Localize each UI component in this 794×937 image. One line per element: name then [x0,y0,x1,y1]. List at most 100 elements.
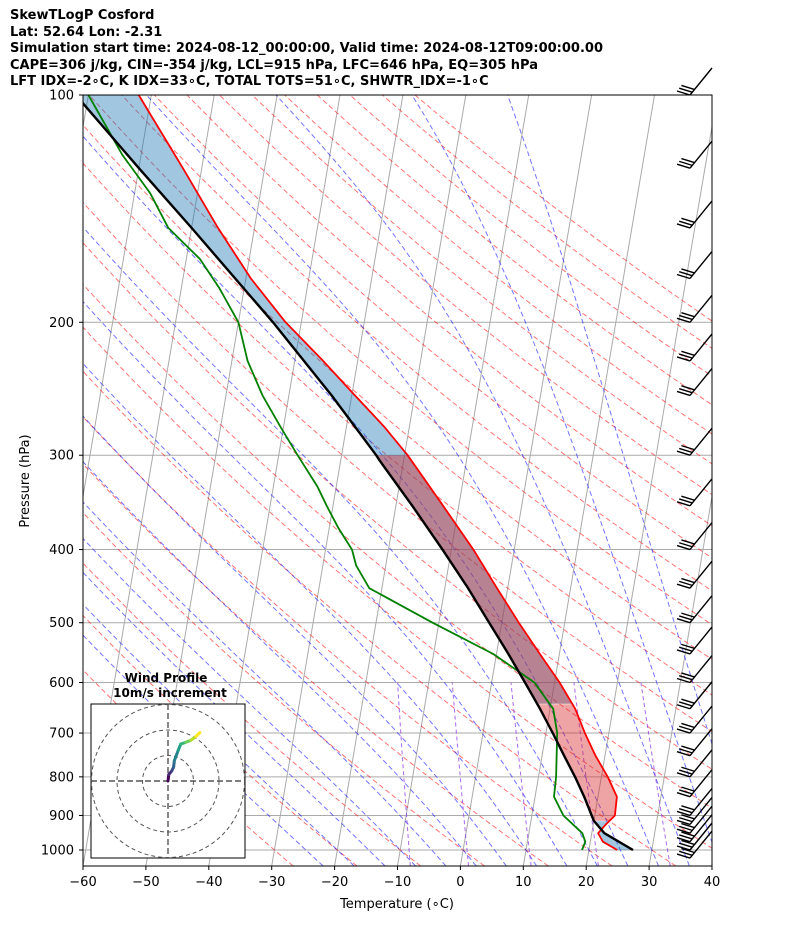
dry-adiabat [83,562,422,866]
x-tick-label: 0 [456,875,464,890]
wind-barb [676,805,713,834]
isotherm-line [83,95,152,500]
moist-adiabat [83,415,507,866]
chart-header: SkewTLogP Cosford Lat: 52.64 Lon: -2.31 … [10,8,603,91]
moist-adiabat [83,537,416,866]
mixing-ratio-line [573,682,599,866]
moist-adiabat [83,300,568,866]
wind-barb [676,830,713,859]
cape-area [83,95,573,704]
cin-area [537,704,617,821]
x-tick-label: −40 [195,875,222,890]
dry-adiabat [83,370,677,866]
wind-barb [676,728,713,757]
dry-adiabat [83,614,358,866]
isotherm-line [334,95,467,866]
y-tick-label: 600 [49,676,74,691]
y-tick-label: 1000 [41,844,74,859]
y-tick-label: 900 [49,809,74,824]
wind-barb [676,368,713,397]
moist-adiabat [83,501,447,866]
dry-adiabat [83,201,712,733]
x-tick-label: −30 [258,875,285,890]
hodograph-segment [172,748,180,763]
temperature-line [137,95,618,851]
wind-barb [676,522,713,551]
isotherm-line [711,863,712,866]
x-tick-label: 40 [704,875,721,890]
mixing-ratio-line [451,682,469,866]
dry-adiabat [83,124,712,660]
y-tick-label: 100 [49,89,74,104]
wind-barb [676,294,713,323]
hodograph-subtitle: 10m/s increment [113,686,227,700]
chart-title: SkewTLogP Cosford [10,8,155,23]
y-tick-label: 800 [49,770,74,785]
dry-adiabat [186,95,712,527]
isotherm-line [397,95,530,866]
moist-adiabat [83,226,598,866]
dry-adiabat [83,463,549,866]
wind-barb [676,749,713,778]
wind-barb [676,560,713,589]
moist-adiabat [507,95,712,746]
x-axis-label: Temperature (∘C) [339,897,454,912]
x-tick-label: 20 [578,875,595,890]
isotherm-line [83,95,89,130]
dry-adiabat [83,242,712,770]
hodograph-inset: Wind Profile 10m/s increment [90,671,246,859]
wind-barb [676,814,713,843]
dry-adiabat [154,95,712,559]
x-tick-label: −60 [69,875,96,890]
isotherm-line [648,493,712,866]
mixing-ratio-line [510,682,532,866]
y-tick-label: 400 [49,543,74,558]
dry-adiabat [316,95,712,406]
stability-indices-label: LFT IDX=-2∘C, K IDX=33∘C, TOTAL TOTS=51∘… [10,74,489,90]
wind-barb [676,788,713,817]
dry-adiabat [83,416,613,866]
wind-barb [676,796,713,826]
moist-adiabat [83,571,386,866]
x-tick-label: −50 [132,875,159,890]
cin-area-upper [376,455,573,704]
isotherm-line [271,95,404,866]
time-label: Simulation start time: 2024-08-12_00:00:… [10,41,603,57]
isotherm-line [522,95,655,866]
mixing-ratio-line [397,682,411,866]
moist-adiabat [411,95,712,844]
wind-barb [676,626,713,655]
mixing-ratio-line [640,682,671,866]
wind-barb [676,200,713,229]
moist-adiabat [275,95,690,866]
wind-barb [676,595,713,624]
y-tick-label: 700 [49,727,74,742]
x-tick-label: 10 [515,875,532,890]
isotherm-line [775,95,794,866]
x-tick-label: −10 [384,875,411,890]
hodograph-grid [91,704,245,858]
wind-barb [676,655,713,684]
dry-adiabat [83,326,712,849]
dry-adiabat [414,95,712,322]
location-label: Lat: 52.64 Lon: -2.31 [10,24,163,40]
wind-barb [676,705,713,734]
isotherm-line [459,95,593,866]
wind-barb [676,251,713,280]
moist-adiabat [146,95,660,866]
x-tick-label: 30 [641,875,658,890]
x-tick-label: −20 [321,875,348,890]
y-axis-label: Pressure (hPa) [18,434,33,527]
moist-adiabat [83,362,538,866]
dry-adiabat [83,162,712,696]
hodograph-title: Wind Profile [125,671,208,685]
wind-barb [676,478,713,507]
parcel-indices-label: CAPE=306 j/kg, CIN=-354 j/kg, LCL=915 hP… [10,57,538,73]
parcel-line [83,101,634,852]
y-tick-label: 300 [49,449,74,464]
wind-barb [676,427,713,456]
hodograph-segment [194,731,202,738]
dry-adiabat [83,283,712,809]
wind-barb [676,140,713,169]
